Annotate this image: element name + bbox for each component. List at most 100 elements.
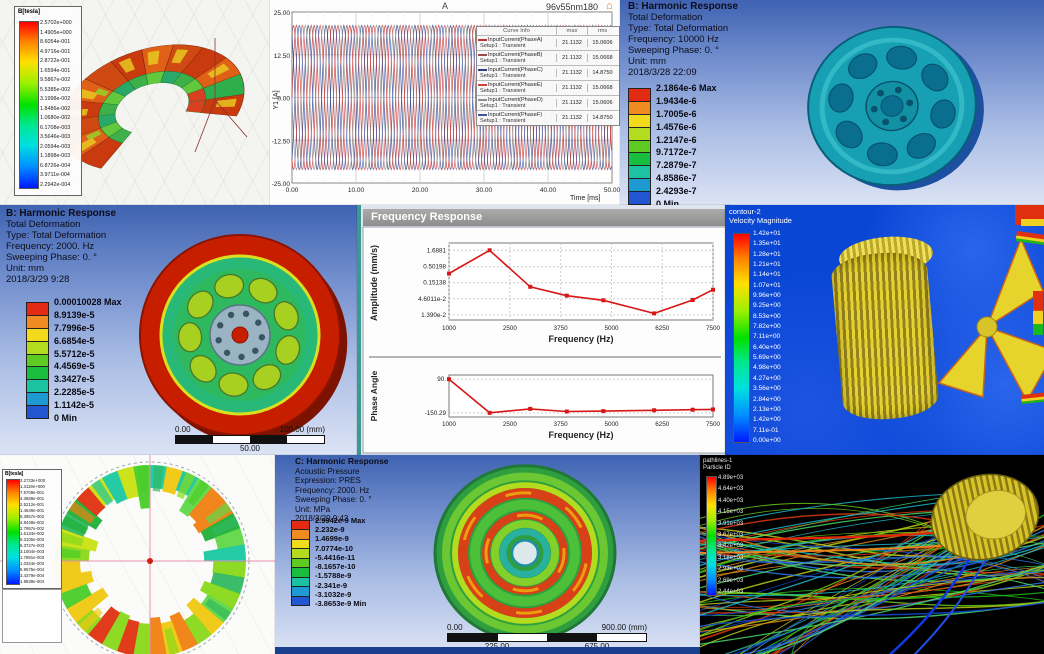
y-tick: 90. [437,376,446,383]
color-band [292,539,309,550]
color-band [629,192,650,205]
legend-value: 3.4379e-004 [20,573,45,578]
table-header-row: Curve Info max rms [477,27,619,35]
legend-values: 2.2733e+000 1.3119e+000 7.5709e-001 4.3689e… [20,478,45,584]
legend-value: -3.8653e-9 Min [315,598,367,608]
y-axis-label: Y1 [A] [273,90,280,109]
column-header: rms [587,27,617,35]
curve-name: InputCurrent(PhaseF) Setup1 : Transient [477,111,556,125]
color-scale-bar [19,21,39,189]
panel-acoustic-pressure: C: Harmonic Response Acoustic Pressure Exp… [274,454,701,654]
x-tick: 30.00 [476,187,493,194]
streamlines-3d-viewport[interactable] [700,455,1044,654]
legend-value: 0 Min [54,412,78,423]
legend-value: 7.11e+00 [753,333,781,341]
streamline [700,591,1044,631]
x-tick: 50.00 [604,187,620,194]
streamline [700,508,962,541]
header-line: 2018/3/29 9:28 [6,274,70,285]
color-band [27,341,48,355]
column-header: Curve Info [503,28,530,34]
legend-value: 1.7891e-003 [20,555,45,561]
curve-row: InputCurrent(PhaseB) Setup1 : Transient 2… [477,50,619,65]
frequency-response-charts[interactable]: 1.6881 0.50198 0.15138 4.6011e-2 1.390e-2 100… [361,205,729,455]
legend-value: 1.21e+01 [753,261,781,269]
curve-setup: Setup1 : Transient [480,118,526,124]
data-marker [601,409,606,414]
legend-value: -5.4416e-11 [315,552,356,562]
color-band [292,521,309,531]
data-marker [447,377,451,382]
wheel-3d-viewport[interactable] [620,0,1044,205]
deformation-color-bar [628,88,651,205]
curve-rms: 14.8750 [587,114,617,122]
header-line: Frequency: 2000. Hz [6,241,95,252]
color-band [292,587,309,597]
column-header: max [556,27,587,35]
curve-rms: 14.8750 [587,69,617,77]
wheel-3d-viewport[interactable] [0,205,357,455]
y-axis-label: Phase Angle [369,370,379,421]
x-tick: 7500 [706,325,721,332]
color-band [629,114,650,128]
color-band [27,328,48,342]
legend-value: 4.27e+00 [753,374,781,382]
x-tick: 1000 [442,421,457,428]
panel-cfd-velocity: contour-2 Velocity Magnitude 1.42e+01 1.35… [724,204,1044,456]
deformation-color-bar [26,302,49,419]
legend-value: 2.232e-9 [315,525,345,535]
flux-sector [162,466,184,495]
legend-value: 2.44e+03 [718,588,744,595]
cfd-3d-viewport[interactable] [725,205,1044,455]
legend-value: 4.89e+03 [718,475,744,481]
curve-name: InputCurrent(PhaseE) Setup1 : Transient [477,81,556,95]
curve-setup: Setup1 : Transient [480,58,526,64]
disc-model [433,464,617,642]
data-marker [690,297,695,302]
flux-sector [101,611,131,652]
panel-frequency-response: 1.6881 0.50198 0.15138 4.6011e-2 1.390e-2 100… [356,204,730,456]
flux-sector [199,580,241,610]
legend-value: 6.8726e-004 [40,162,71,169]
legend-value: 1.4905e+000 [40,29,72,36]
x-tick: 3750 [554,325,569,332]
legend-value: 4.64e+03 [718,486,744,493]
data-marker [601,298,606,303]
curve-row: InputCurrent(PhaseC) Setup1 : Transient 2… [477,65,619,80]
scale-left: 0.00 [175,425,191,434]
x-tick: 40.00 [540,187,557,194]
x-tick: 20.00 [412,187,429,194]
legend-empty-box [2,589,62,643]
y-tick: 1.390e-2 [421,312,446,319]
flux-sector [117,466,140,500]
flux-sector [132,622,150,654]
legend-value: 8.3957e-002 [20,513,45,519]
legend-value: -2.341e-9 [315,580,348,590]
y-axis-label: Amplitude (mm/s) [369,245,379,321]
data-marker [711,287,715,292]
curve-setup: Setup1 : Transient [480,103,526,109]
polar-flux-viewport[interactable] [0,455,275,654]
legend-value: 2.5702e+000 [40,20,72,26]
pressure-legend: 2.9942e-9 Max 2.232e-9 1.4699e-9 7.0774e-10… [315,516,366,608]
home-icon[interactable]: ⌂ [606,0,613,12]
panel-harmonic-2000: B: Harmonic Response Total Deformation Typ… [0,204,358,456]
window-titlebar[interactable]: Frequency Response [363,209,727,226]
x-tick: 6250 [655,421,670,428]
curve-max: 21.1132 [556,114,587,122]
streamline [700,601,1044,638]
flux-sector [186,597,224,636]
disc-3d-viewport[interactable] [275,455,700,654]
legend-value: 3.56e+00 [753,385,781,393]
legend-value: 7.11e-01 [753,426,779,434]
fan-hub [976,316,998,338]
legend-values: 2.5702e+000 1.4905e+000 8.6054e-001 4.9716e… [40,20,72,188]
legend-value: 3.18e+03 [718,554,744,561]
flux-sector [210,572,245,595]
legend-value: 6.6854e-5 [54,335,95,346]
legend-value: 7.5709e-001 [20,489,45,495]
data-marker [487,410,492,415]
header-line: Frequency: 2000. Hz [295,485,370,495]
color-band [292,577,309,588]
